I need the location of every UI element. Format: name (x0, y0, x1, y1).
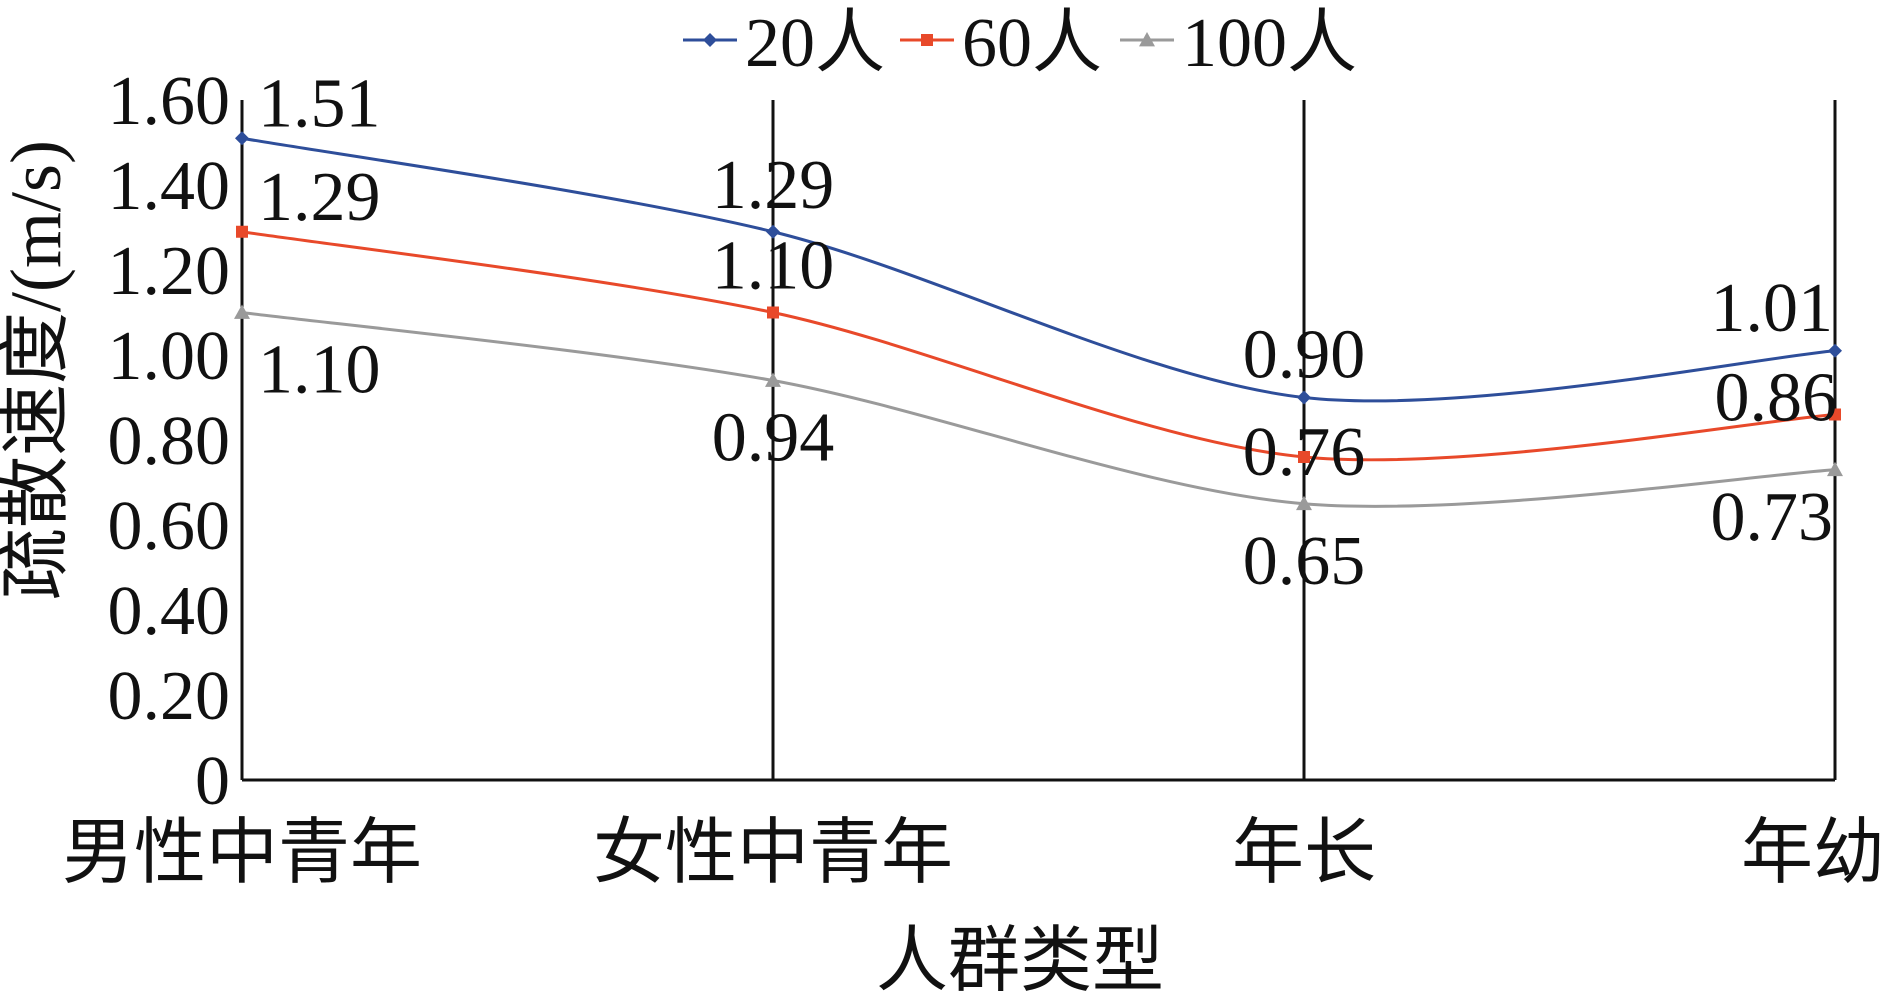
data-point-marker (765, 372, 781, 387)
y-axis-title: 疏散速度/(m/s) (0, 140, 76, 600)
x-tick-label: 年长 (1232, 813, 1376, 893)
y-tick-label: 1.60 (108, 63, 231, 140)
axes: 0 0.20 0.40 0.60 0.80 1.00 1.20 1.40 1.60 男性中青年 女性… (62, 63, 1885, 893)
y-tick-label: 0 (195, 743, 230, 820)
data-point-marker (1297, 390, 1311, 405)
data-point-marker (767, 306, 779, 319)
data-point-marker (1829, 408, 1841, 421)
data-labels: 1.511.290.901.011.291.100.760.861.100.94… (258, 65, 1837, 600)
data-label: 0.86 (1715, 360, 1838, 437)
data-point-marker (766, 224, 780, 239)
data-point-marker (235, 131, 249, 146)
data-point-marker (236, 225, 248, 238)
data-label: 0.90 (1243, 317, 1366, 394)
series-markers (234, 131, 1843, 511)
y-tick-label: 0.40 (108, 573, 231, 650)
legend-swatch-marker (921, 34, 933, 46)
series-lines (241, 136, 1836, 508)
data-label: 1.10 (712, 228, 835, 305)
data-point-marker (1296, 495, 1312, 511)
legend-label: 20人 (745, 5, 885, 82)
data-label: 1.01 (1711, 270, 1834, 347)
y-tick-label: 1.40 (108, 148, 231, 225)
data-point-marker (1828, 343, 1842, 358)
x-tick-label: 年幼 (1741, 813, 1885, 893)
x-axis-title: 人群类型 (876, 921, 1164, 1000)
series-line (241, 136, 1836, 403)
x-tick-label: 女性中青年 (593, 813, 953, 893)
data-label: 0.73 (1711, 479, 1834, 556)
legend-swatch-marker (1139, 32, 1155, 47)
data-label: 0.76 (1243, 414, 1366, 491)
data-label: 0.94 (712, 400, 835, 477)
legend-swatch-marker (703, 33, 717, 47)
data-label: 1.51 (258, 65, 381, 142)
data-label: 1.29 (258, 159, 381, 236)
y-tick-label: 1.20 (108, 233, 231, 310)
series-line (241, 230, 1836, 462)
y-tick-label: 0.20 (108, 658, 231, 735)
data-label: 0.65 (1243, 523, 1366, 600)
series-line (241, 311, 1836, 508)
y-tick-label: 0.80 (108, 403, 231, 480)
data-label: 1.29 (712, 147, 835, 224)
data-point-marker (1827, 461, 1843, 477)
legend-label: 60人 (962, 5, 1102, 82)
y-tick-label: 0.60 (108, 488, 231, 565)
legend-label: 100人 (1182, 5, 1357, 82)
data-label: 1.10 (258, 332, 381, 409)
y-tick-label: 1.00 (108, 318, 231, 395)
data-point-marker (234, 304, 250, 319)
data-point-marker (1298, 451, 1310, 463)
legend: 20人 60人 100人 (683, 5, 1357, 82)
x-tick-label: 男性中青年 (62, 813, 422, 893)
